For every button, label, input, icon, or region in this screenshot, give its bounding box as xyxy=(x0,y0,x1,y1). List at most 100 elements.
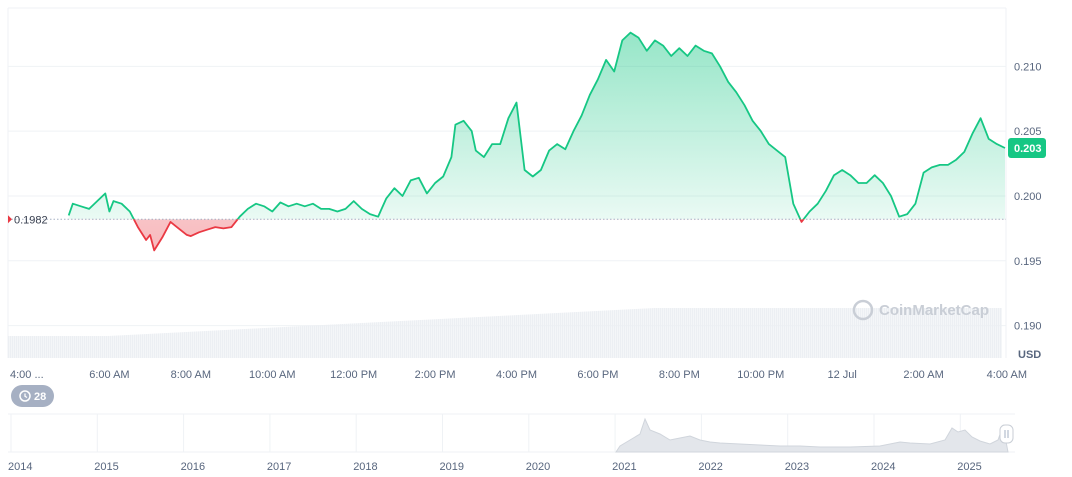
volume-bar xyxy=(244,329,246,358)
volume-bar xyxy=(186,331,188,358)
volume-bar xyxy=(576,312,578,358)
volume-bar xyxy=(902,308,904,358)
volume-bar xyxy=(734,308,736,358)
volume-bar xyxy=(550,313,552,358)
volume-bar xyxy=(680,308,682,358)
volume-bar xyxy=(468,317,470,358)
volume-bar xyxy=(528,314,530,358)
volume-bar xyxy=(646,308,648,358)
volume-bar xyxy=(20,336,22,358)
volume-bar xyxy=(146,334,148,358)
volume-bar xyxy=(910,308,912,358)
volume-bar xyxy=(448,318,450,358)
volume-bar xyxy=(372,322,374,358)
volume-bar xyxy=(858,308,860,358)
volume-bar xyxy=(140,334,142,358)
history-badge-bg[interactable] xyxy=(11,385,54,407)
volume-bar xyxy=(948,308,950,358)
volume-bar xyxy=(864,308,866,358)
volume-bar xyxy=(52,336,54,358)
volume-bar xyxy=(108,335,110,358)
volume-bar xyxy=(758,308,760,358)
volume-bar xyxy=(172,332,174,358)
volume-bar xyxy=(258,328,260,358)
volume-bar xyxy=(44,336,46,358)
volume-bar xyxy=(876,308,878,358)
volume-bar xyxy=(290,326,292,358)
volume-bar xyxy=(598,310,600,358)
volume-bar xyxy=(988,308,990,358)
x-tick-label: 6:00 PM xyxy=(577,369,618,381)
volume-bar xyxy=(1000,308,1002,358)
volume-bar xyxy=(476,317,478,358)
navigator-handle[interactable] xyxy=(999,424,1014,444)
volume-bar xyxy=(548,313,550,358)
volume-bar xyxy=(794,308,796,358)
y-tick-label: 0.190 xyxy=(1014,321,1042,333)
volume-bar xyxy=(760,308,762,358)
volume-bar xyxy=(164,333,166,358)
volume-bar xyxy=(744,308,746,358)
volume-bar xyxy=(660,308,662,358)
volume-bar xyxy=(246,328,248,358)
navigator-year-label: 2016 xyxy=(181,461,205,473)
volume-bar xyxy=(394,321,396,358)
volume-bar xyxy=(546,313,548,358)
volume-bar xyxy=(796,308,798,358)
volume-bar xyxy=(566,312,568,358)
volume-bar xyxy=(456,318,458,358)
volume-bar xyxy=(784,308,786,358)
volume-bar xyxy=(820,308,822,358)
volume-bar xyxy=(884,308,886,358)
volume-bar xyxy=(302,326,304,358)
volume-bar xyxy=(76,336,78,358)
volume-bar xyxy=(422,319,424,358)
volume-bar xyxy=(250,328,252,358)
history-badge[interactable]: 28 xyxy=(11,385,54,407)
volume-bar xyxy=(486,316,488,358)
x-tick-label: 6:00 AM xyxy=(89,369,129,381)
volume-bar xyxy=(578,311,580,358)
volume-bar xyxy=(666,308,668,358)
volume-bar xyxy=(750,308,752,358)
volume-bar xyxy=(746,308,748,358)
volume-bar xyxy=(134,334,136,358)
volume-bar xyxy=(942,308,944,358)
volume-bar xyxy=(990,308,992,358)
volume-bars xyxy=(8,308,1002,358)
volume-bar xyxy=(862,308,864,358)
volume-bar xyxy=(768,308,770,358)
volume-bar xyxy=(984,308,986,358)
y-tick-label: 0.210 xyxy=(1014,61,1042,73)
volume-bar xyxy=(402,320,404,358)
y-axis: 0.195 0.200 0.205 0.210 0.190 xyxy=(1014,61,1042,332)
volume-bar xyxy=(826,308,828,358)
volume-bar xyxy=(588,311,590,358)
volume-bar xyxy=(64,336,66,358)
volume-bar xyxy=(944,308,946,358)
x-tick-label: 8:00 PM xyxy=(659,369,700,381)
volume-bar xyxy=(416,320,418,358)
volume-bar xyxy=(906,308,908,358)
volume-bar xyxy=(418,320,420,358)
volume-bar xyxy=(776,308,778,358)
volume-bar xyxy=(128,334,130,358)
volume-bar xyxy=(714,308,716,358)
volume-bar xyxy=(662,308,664,358)
volume-bar xyxy=(142,334,144,358)
volume-bar xyxy=(976,308,978,358)
volume-bar xyxy=(206,330,208,358)
range-navigator[interactable]: 2014 2015 2016 2017 2018 2019 2020 2021 2022 2023… xyxy=(8,413,1015,473)
volume-bar xyxy=(604,310,606,358)
volume-bar xyxy=(348,323,350,358)
navigator-year-labels: 2014 2015 2016 2017 2018 2019 2020 2021 2022 2023… xyxy=(8,461,982,473)
volume-bar xyxy=(536,314,538,358)
volume-bar xyxy=(130,334,132,358)
volume-bar xyxy=(438,319,440,358)
volume-bar xyxy=(654,308,656,358)
volume-bar xyxy=(924,308,926,358)
volume-bar xyxy=(752,308,754,358)
volume-bar xyxy=(50,336,52,358)
volume-bar xyxy=(116,335,118,358)
